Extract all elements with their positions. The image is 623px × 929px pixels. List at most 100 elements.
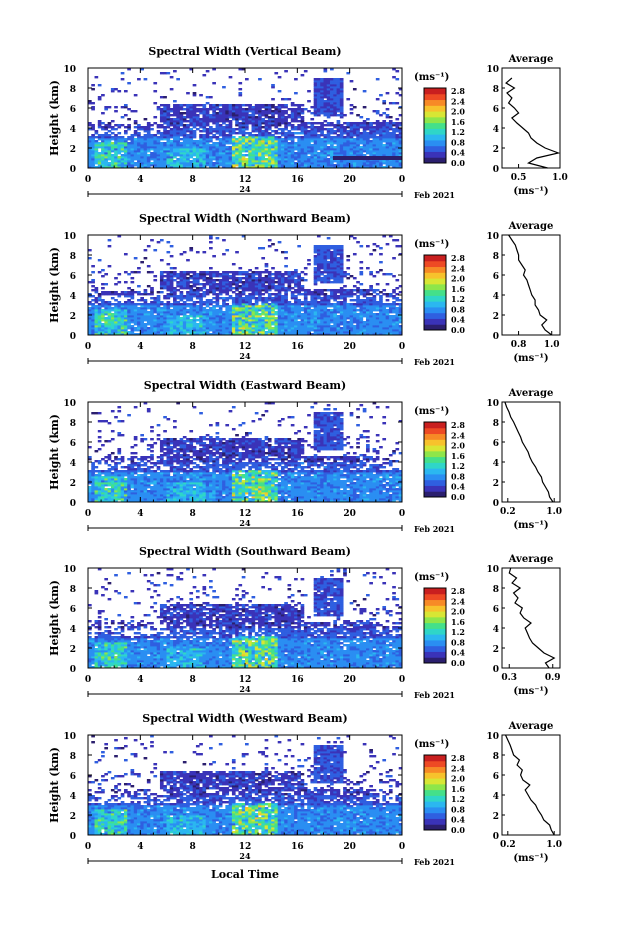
heatmap-cell: [150, 158, 154, 161]
heatmap-cell: [300, 307, 305, 310]
heatmap-cell: [186, 128, 190, 131]
heatmap-cell: [189, 152, 194, 155]
heatmap-cell: [300, 289, 305, 292]
heatmap-cell: [284, 327, 288, 330]
heatmap-cell: [336, 128, 341, 131]
heatmap-cell: [271, 98, 275, 101]
heatmap-cell: [225, 281, 230, 284]
heatmap-cell: [241, 150, 246, 153]
heatmap-cell: [182, 128, 187, 131]
heatmap-cell: [182, 307, 187, 310]
heatmap-cell: [297, 124, 301, 127]
heatmap-cell: [205, 102, 210, 105]
heatmap-cell: [212, 122, 216, 125]
heatmap-cell: [222, 301, 226, 304]
heatmap-cell: [245, 331, 249, 334]
heatmap-cell: [271, 281, 275, 284]
heatmap-cell: [352, 122, 357, 125]
heatmap-cell: [169, 144, 174, 147]
heatmap-cell: [320, 289, 324, 292]
heatmap-cell: [294, 327, 298, 330]
heatmap-cell: [271, 162, 275, 165]
heatmap-cell: [241, 138, 246, 141]
heatmap-cell: [369, 150, 373, 153]
heatmap-cell: [323, 144, 328, 147]
heatmap-cell: [241, 313, 246, 316]
heatmap-cell: [176, 134, 180, 137]
heatmap-cell: [228, 313, 233, 316]
heatmap-cell: [267, 319, 272, 322]
heatmap-cell: [179, 148, 184, 151]
heatmap-cell: [287, 307, 292, 310]
heatmap-cell: [320, 249, 324, 252]
heatmap-cell: [156, 140, 161, 143]
heatmap-cell: [189, 289, 194, 292]
heatmap-cell: [245, 158, 249, 161]
heatmap-cell: [215, 104, 220, 107]
heatmap-cell: [307, 164, 311, 167]
heatmap-cell: [101, 112, 105, 115]
heatmap-cell: [297, 299, 301, 302]
heatmap-cell: [235, 132, 239, 135]
heatmap-cell: [307, 100, 311, 103]
heatmap-cell: [264, 311, 269, 314]
heatmap-cell: [146, 303, 151, 306]
heatmap-cell: [307, 329, 311, 332]
heatmap-cell: [231, 164, 236, 167]
heatmap-cell: [91, 106, 95, 109]
heatmap-cell: [316, 249, 321, 252]
heatmap-cell: [231, 329, 236, 332]
heatmap-cell: [280, 158, 285, 161]
heatmap-cell: [199, 120, 203, 123]
heatmap-cell: [303, 144, 308, 147]
heatmap-cell: [326, 94, 331, 97]
heatmap-cell: [235, 285, 239, 288]
heatmap-cell: [120, 303, 125, 306]
heatmap-cell: [303, 307, 308, 310]
heatmap-cell: [163, 333, 167, 336]
heatmap-cell: [133, 307, 138, 310]
heatmap-cell: [150, 301, 154, 304]
heatmap-cell: [231, 317, 236, 320]
heatmap-cell: [398, 138, 403, 141]
heatmap-cell: [238, 315, 243, 318]
heatmap-cell: [228, 114, 233, 117]
heatmap-cell: [300, 158, 305, 161]
panel-title: Spectral Width (Northward Beam): [139, 212, 351, 225]
heatmap-cell: [114, 307, 118, 310]
heatmap-cell: [267, 156, 272, 159]
heatmap-cell: [388, 134, 393, 137]
heatmap-cell: [130, 152, 135, 155]
heatmap-cell: [339, 136, 344, 139]
heatmap-cell: [127, 317, 131, 320]
heatmap-cell: [297, 287, 301, 290]
heatmap-cell: [169, 140, 174, 143]
heatmap-cell: [316, 319, 321, 322]
heatmap-cell: [231, 321, 236, 324]
heatmap-cell: [195, 110, 200, 113]
heatmap-cell: [166, 293, 171, 296]
heatmap-cell: [297, 138, 301, 141]
heatmap-cell: [140, 148, 144, 151]
heatmap-cell: [231, 110, 236, 113]
heatmap-cell: [284, 265, 288, 268]
heatmap-cell: [130, 166, 135, 169]
heatmap-cell: [209, 311, 213, 314]
heatmap-cell: [241, 162, 246, 165]
heatmap-cell: [245, 166, 249, 169]
heatmap-cell: [94, 333, 99, 336]
heatmap-cell: [130, 315, 135, 318]
heatmap-cell: [359, 162, 364, 165]
heatmap-cell: [277, 331, 282, 334]
heatmap-cell: [225, 166, 230, 169]
heatmap-cell: [202, 150, 207, 153]
heatmap-cell: [120, 323, 125, 326]
heatmap-cell: [209, 283, 213, 286]
heatmap-cell: [326, 102, 331, 105]
heatmap-cell: [349, 138, 354, 141]
heatmap-cell: [271, 321, 275, 324]
heatmap-cell: [179, 287, 184, 290]
heatmap-cell: [101, 313, 105, 316]
heatmap-cell: [117, 329, 122, 332]
heatmap-cell: [274, 122, 279, 125]
